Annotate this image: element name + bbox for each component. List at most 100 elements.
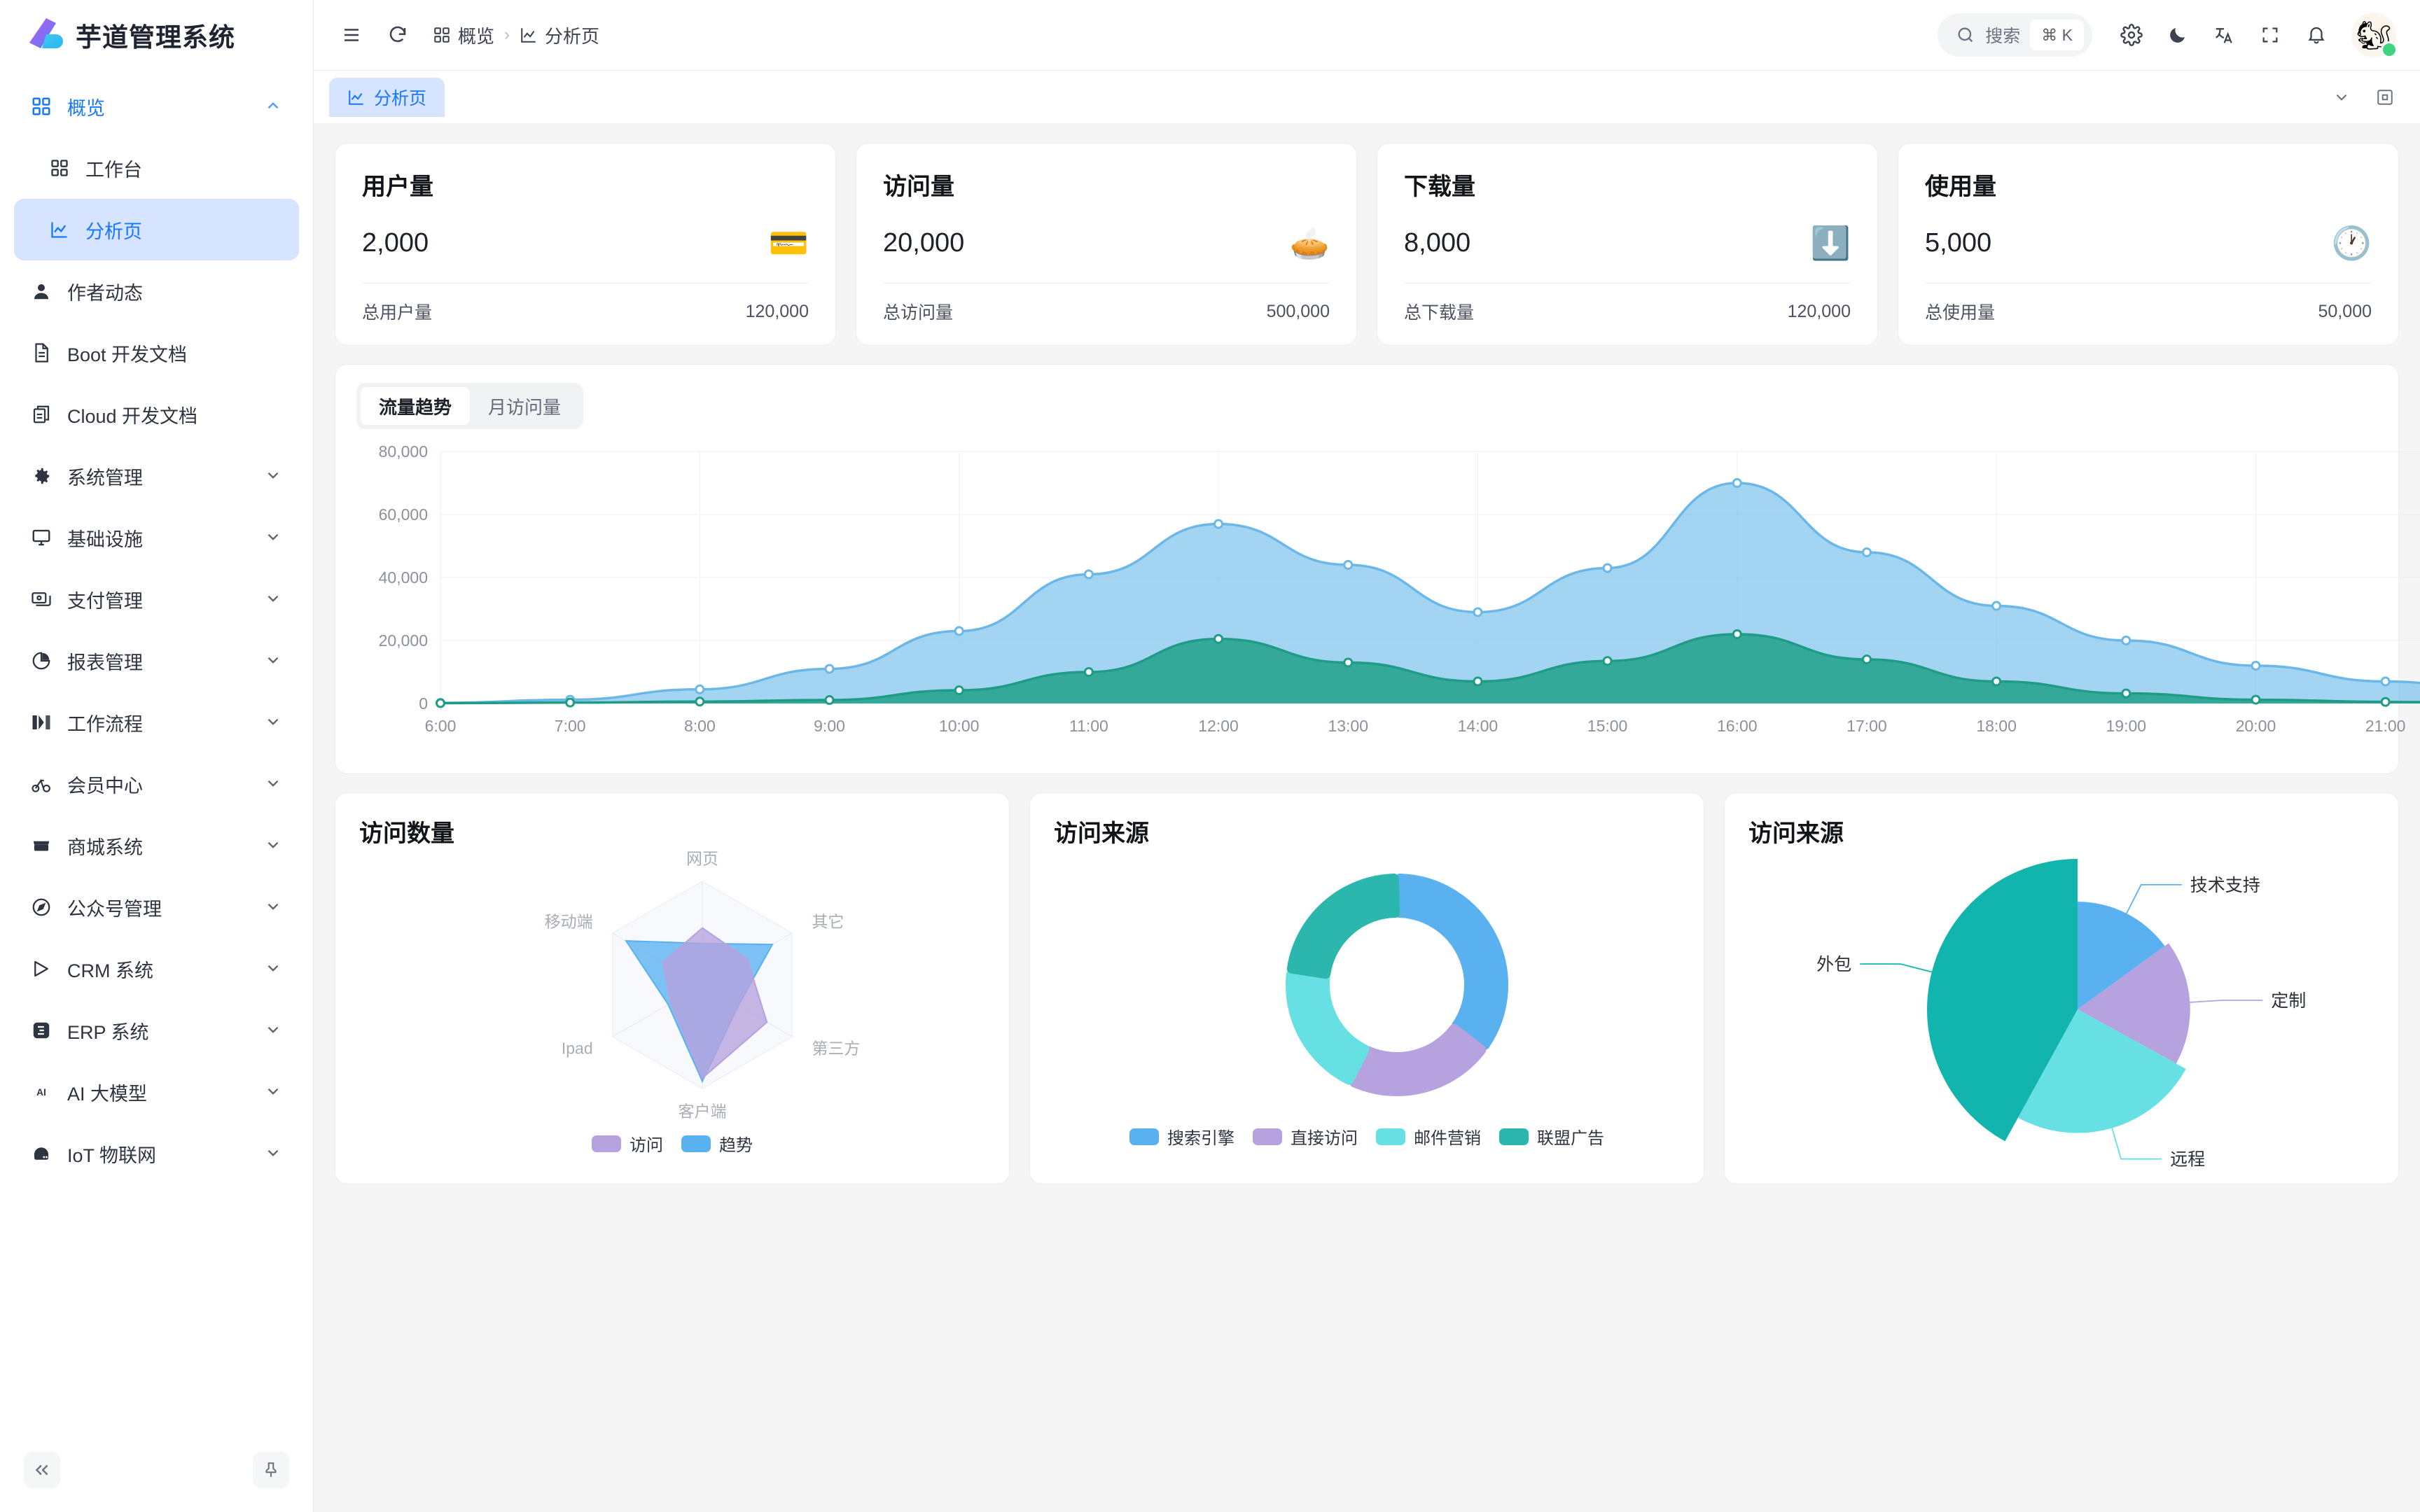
radar-legend: 访问 趋势 <box>359 1131 985 1156</box>
sidebar-item-author-news[interactable]: 作者动态 <box>14 260 299 322</box>
sidebar-item-report[interactable]: 报表管理 <box>14 630 299 692</box>
chevron-down-icon <box>264 528 284 547</box>
search-input[interactable]: 搜索 ⌘ K <box>1938 13 2092 57</box>
svg-text:16:00: 16:00 <box>1717 717 1758 735</box>
refresh-icon <box>389 26 406 43</box>
stat-value: 2,000 <box>362 227 429 258</box>
sidebar-item-label: 商城系统 <box>67 836 143 858</box>
legend-item[interactable]: 搜索引擎 <box>1129 1124 1235 1149</box>
legend-label: 趋势 <box>719 1136 753 1155</box>
svg-text:其它: 其它 <box>812 913 844 931</box>
tabbar-expand-button[interactable] <box>2365 78 2405 117</box>
legend-item[interactable]: 邮件营销 <box>1376 1124 1481 1149</box>
svg-text:11:00: 11:00 <box>1069 717 1108 735</box>
breadcrumb-label: 分析页 <box>545 25 600 47</box>
refresh-button[interactable] <box>378 15 417 55</box>
sidebar-item-crm[interactable]: CRM 系统 <box>14 938 299 1000</box>
trend-tab-traffic[interactable]: 流量趋势 <box>361 387 471 425</box>
sidebar-item-label: 分析页 <box>85 220 142 242</box>
sidebar-item-label: 作者动态 <box>67 282 143 304</box>
flow-icon <box>29 710 53 734</box>
stat-card-visits: 访问量 20,000 🥧 总访问量 500,000 <box>856 143 1357 346</box>
stat-foot-value: 50,000 <box>2318 301 2372 321</box>
trend-tab-monthly[interactable]: 月访问量 <box>470 387 579 425</box>
notifications-button[interactable] <box>2297 15 2336 55</box>
stat-value: 5,000 <box>1925 227 1992 258</box>
sidebar-item-payment[interactable]: 支付管理 <box>14 568 299 630</box>
sidebar-item-iot[interactable]: IoT 物联网 <box>14 1123 299 1184</box>
tab-analysis[interactable]: 分析页 <box>329 77 445 117</box>
legend-swatch <box>1129 1128 1159 1145</box>
pin-sidebar-button[interactable] <box>253 1452 289 1488</box>
chevron-down-icon <box>264 651 284 671</box>
avatar[interactable]: 🐿 <box>2351 13 2398 58</box>
svg-text:40,000: 40,000 <box>379 568 428 587</box>
card-title: 访问数量 <box>359 820 454 847</box>
sidebar-item-label: 会员中心 <box>67 775 143 797</box>
sidebar-item-system[interactable]: 系统管理 <box>14 445 299 507</box>
brand-logo[interactable]: 芋道管理系统 <box>0 0 313 70</box>
monitor-icon <box>29 526 53 550</box>
legend-label: 访问 <box>630 1136 663 1155</box>
gear-icon <box>2120 24 2143 46</box>
svg-text:6:00: 6:00 <box>425 717 457 735</box>
language-button[interactable] <box>2204 15 2244 55</box>
stat-title: 访问量 <box>883 174 954 200</box>
svg-text:60,000: 60,000 <box>379 505 428 524</box>
svg-text:12:00: 12:00 <box>1198 717 1239 735</box>
card-title: 访问来源 <box>1748 820 1844 847</box>
sidebar-item-label: 系统管理 <box>67 467 143 489</box>
stat-foot-label: 总访问量 <box>883 303 954 323</box>
fullscreen-button[interactable] <box>2251 15 2290 55</box>
main-area: 概览 › 分析页 搜索 ⌘ K <box>314 0 2420 1512</box>
svg-text:9:00: 9:00 <box>814 717 845 735</box>
stat-foot-label: 总用户量 <box>362 303 433 323</box>
svg-text:网页: 网页 <box>686 849 718 867</box>
brand-title: 芋道管理系统 <box>76 23 235 52</box>
svg-text:13:00: 13:00 <box>1328 717 1368 735</box>
sidebar-item-member[interactable]: 会员中心 <box>14 753 299 815</box>
shop-icon <box>29 834 53 858</box>
sidebar-item-workbench[interactable]: 工作台 <box>14 137 299 199</box>
topbar: 概览 › 分析页 搜索 ⌘ K <box>314 0 2420 70</box>
sidebar-item-erp[interactable]: ERP 系统 <box>14 1000 299 1061</box>
sidebar-item-infra[interactable]: 基础设施 <box>14 507 299 568</box>
menu-toggle-button[interactable] <box>332 15 371 55</box>
search-shortcut: ⌘ K <box>2030 20 2084 50</box>
breadcrumb-item-analysis[interactable]: 分析页 <box>520 22 599 48</box>
expand-icon <box>2377 89 2393 105</box>
chevron-down-icon <box>264 1144 284 1163</box>
chevron-down-icon <box>264 713 284 732</box>
stat-foot-label: 总使用量 <box>1925 303 1996 323</box>
breadcrumb-item-overview[interactable]: 概览 <box>433 22 494 48</box>
svg-text:17:00: 17:00 <box>1847 717 1887 735</box>
sidebar-item-mall[interactable]: 商城系统 <box>14 815 299 876</box>
sidebar-item-boot-docs[interactable]: Boot 开发文档 <box>14 322 299 384</box>
divider <box>1404 283 1851 284</box>
sidebar-item-analysis[interactable]: 分析页 <box>14 199 299 260</box>
app-logo-icon <box>25 16 63 54</box>
svg-text:21:00: 21:00 <box>2365 717 2406 735</box>
member-icon <box>29 772 53 796</box>
legend-label: 直接访问 <box>1291 1129 1358 1148</box>
grid-icon <box>48 156 71 180</box>
sidebar-item-workflow[interactable]: 工作流程 <box>14 692 299 753</box>
chart-icon <box>521 28 536 43</box>
sidebar-item-cloud-docs[interactable]: Cloud 开发文档 <box>14 384 299 445</box>
sidebar-item-wechat[interactable]: 公众号管理 <box>14 876 299 938</box>
dark-mode-button[interactable] <box>2158 15 2197 55</box>
sidebar-item-ai[interactable]: AI AI 大模型 <box>14 1061 299 1123</box>
legend-item[interactable]: 联盟广告 <box>1499 1124 1604 1149</box>
moon-icon <box>2170 28 2185 43</box>
legend-item[interactable]: 直接访问 <box>1253 1124 1358 1149</box>
stat-foot-value: 120,000 <box>745 301 809 321</box>
tabbar-dropdown-button[interactable] <box>2322 78 2361 117</box>
legend-item[interactable]: 访问 <box>592 1131 663 1156</box>
svg-text:客户端: 客户端 <box>679 1102 727 1121</box>
sidebar-item-overview[interactable]: 概览 <box>14 76 299 137</box>
search-placeholder: 搜索 <box>1985 27 2021 46</box>
legend-item[interactable]: 趋势 <box>681 1131 753 1156</box>
settings-button[interactable] <box>2112 15 2151 55</box>
collapse-sidebar-button[interactable] <box>24 1452 60 1488</box>
svg-text:80,000: 80,000 <box>379 442 428 461</box>
